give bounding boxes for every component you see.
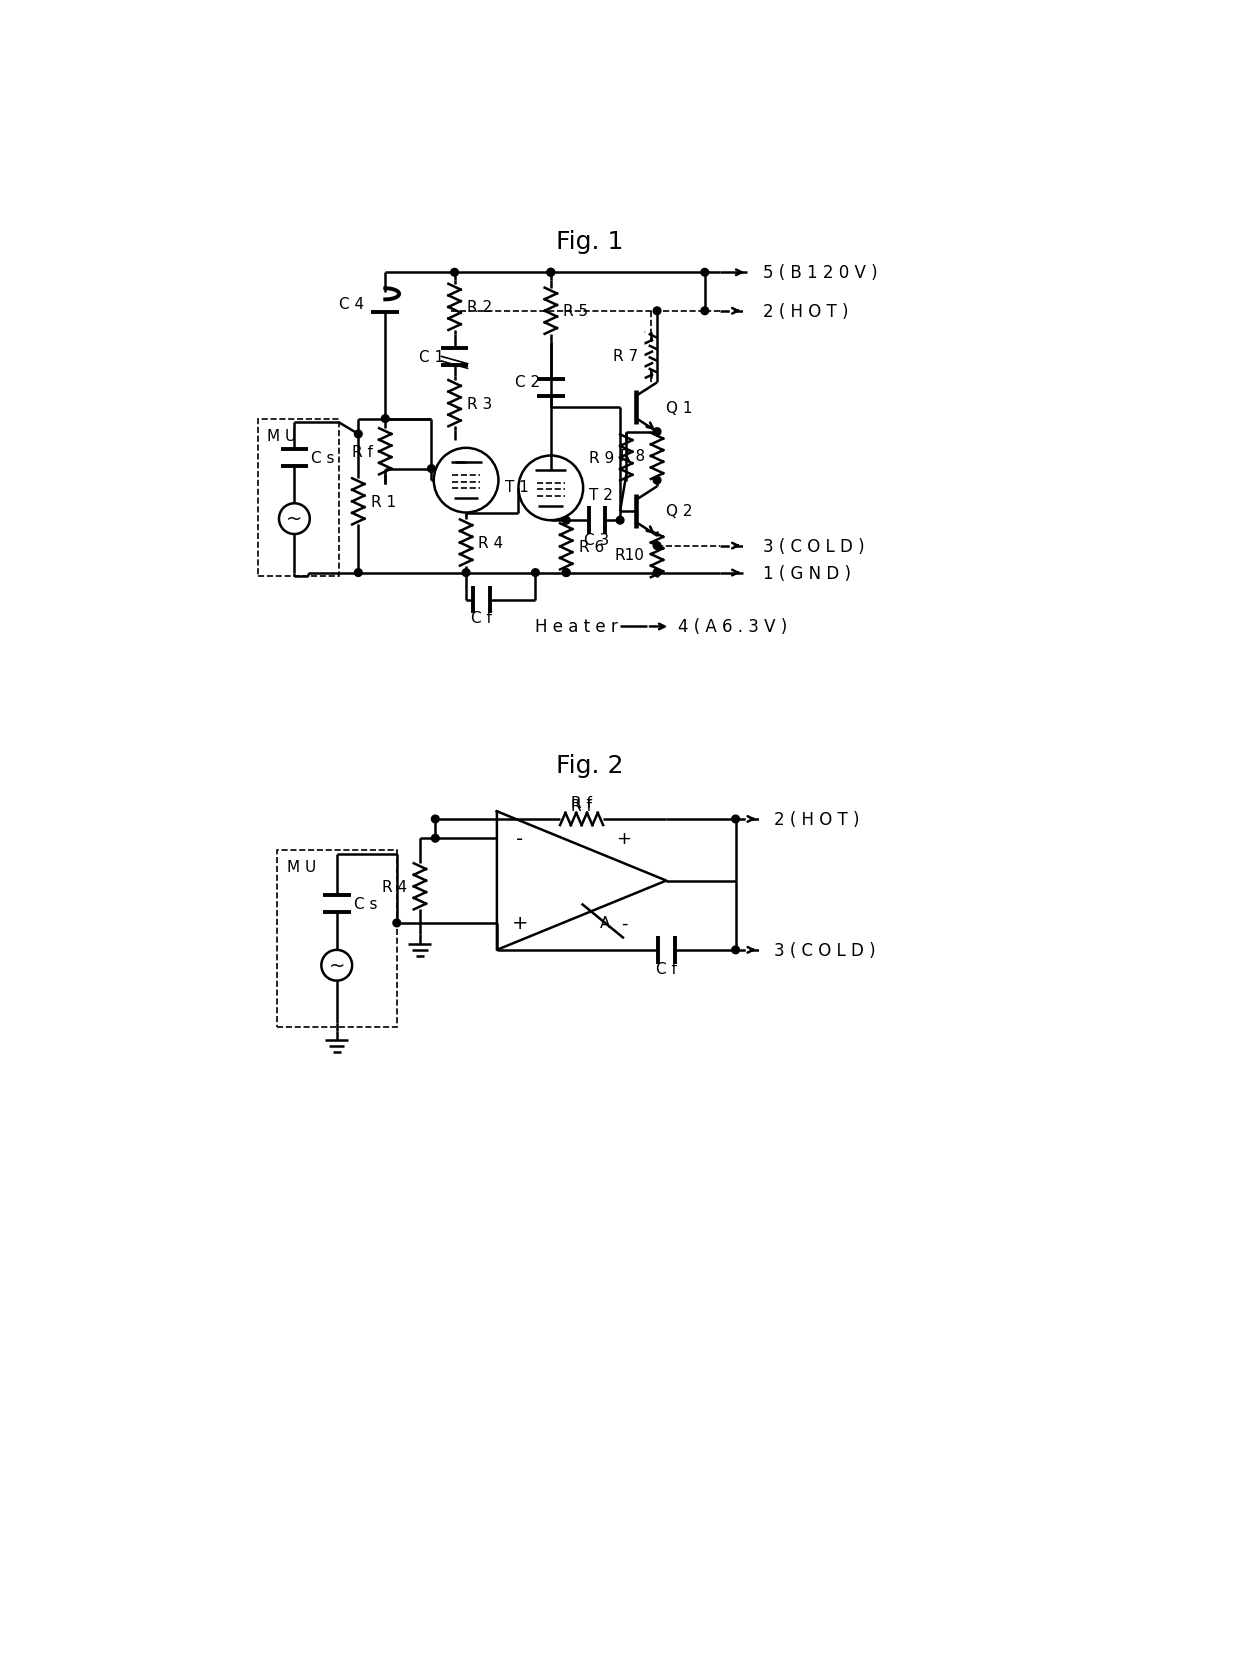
- Circle shape: [732, 947, 739, 954]
- Text: C 4: C 4: [339, 296, 363, 311]
- Text: Q 1: Q 1: [666, 400, 693, 415]
- Text: 4 ( A 6 . 3 V ): 4 ( A 6 . 3 V ): [678, 617, 787, 636]
- Text: 3 ( C O L D ): 3 ( C O L D ): [774, 942, 875, 959]
- Text: C 2: C 2: [515, 375, 541, 390]
- Circle shape: [355, 432, 362, 438]
- Circle shape: [355, 569, 362, 577]
- Text: Fig. 1: Fig. 1: [556, 231, 622, 254]
- Circle shape: [653, 428, 661, 437]
- Text: R 4: R 4: [479, 535, 503, 550]
- Circle shape: [563, 569, 570, 577]
- Text: 2 ( H O T ): 2 ( H O T ): [774, 810, 859, 828]
- Circle shape: [653, 308, 661, 316]
- Text: R 8: R 8: [620, 448, 645, 463]
- Circle shape: [393, 920, 401, 927]
- Circle shape: [532, 569, 539, 577]
- Circle shape: [653, 569, 661, 577]
- Text: A: A: [599, 915, 610, 930]
- Circle shape: [701, 269, 708, 278]
- Text: R10: R10: [615, 547, 645, 562]
- Text: R 1: R 1: [371, 495, 396, 510]
- Circle shape: [463, 569, 470, 577]
- Text: C 3: C 3: [584, 532, 610, 547]
- Circle shape: [547, 269, 554, 278]
- Text: C f: C f: [471, 611, 492, 626]
- Text: M U: M U: [268, 428, 296, 443]
- Text: +: +: [512, 913, 528, 934]
- Text: R 7: R 7: [614, 348, 639, 363]
- Circle shape: [547, 269, 554, 278]
- Text: Q 2: Q 2: [666, 504, 693, 519]
- Text: R 6: R 6: [579, 540, 604, 554]
- Circle shape: [428, 465, 435, 473]
- Text: R 2: R 2: [467, 299, 492, 315]
- Text: ~: ~: [286, 510, 303, 529]
- Circle shape: [653, 542, 661, 550]
- Circle shape: [432, 816, 439, 823]
- Text: M U: M U: [286, 860, 316, 875]
- Circle shape: [563, 569, 570, 577]
- Text: 2 ( H O T ): 2 ( H O T ): [763, 303, 848, 321]
- Text: 1 ( G N D ): 1 ( G N D ): [763, 564, 851, 582]
- Circle shape: [432, 835, 439, 843]
- Text: C s: C s: [353, 897, 377, 912]
- Circle shape: [732, 816, 739, 823]
- Text: C 1: C 1: [419, 350, 444, 365]
- Circle shape: [616, 517, 624, 525]
- Text: R 3: R 3: [467, 397, 492, 412]
- Text: C f: C f: [656, 962, 677, 977]
- Circle shape: [450, 269, 459, 278]
- Text: R 4: R 4: [382, 880, 408, 895]
- Text: -: -: [516, 830, 523, 848]
- Circle shape: [653, 477, 661, 485]
- Text: R 5: R 5: [563, 304, 588, 320]
- Text: C s: C s: [311, 450, 335, 465]
- Text: 5 ( B 1 2 0 V ): 5 ( B 1 2 0 V ): [763, 264, 877, 283]
- Text: R 9: R 9: [589, 452, 614, 467]
- Text: T 1: T 1: [505, 480, 528, 495]
- Text: -: -: [621, 915, 627, 932]
- Text: T 2: T 2: [589, 487, 613, 502]
- Circle shape: [382, 415, 389, 423]
- Circle shape: [563, 517, 570, 525]
- Text: R f: R f: [352, 445, 373, 460]
- Text: R f: R f: [572, 798, 591, 813]
- Text: Fig. 2: Fig. 2: [556, 753, 622, 778]
- Circle shape: [701, 308, 708, 316]
- Text: R f: R f: [572, 795, 591, 810]
- Text: +: +: [616, 830, 631, 848]
- Text: 3 ( C O L D ): 3 ( C O L D ): [763, 537, 864, 555]
- Text: H e a t e r: H e a t e r: [536, 617, 619, 636]
- Text: ~: ~: [329, 957, 345, 975]
